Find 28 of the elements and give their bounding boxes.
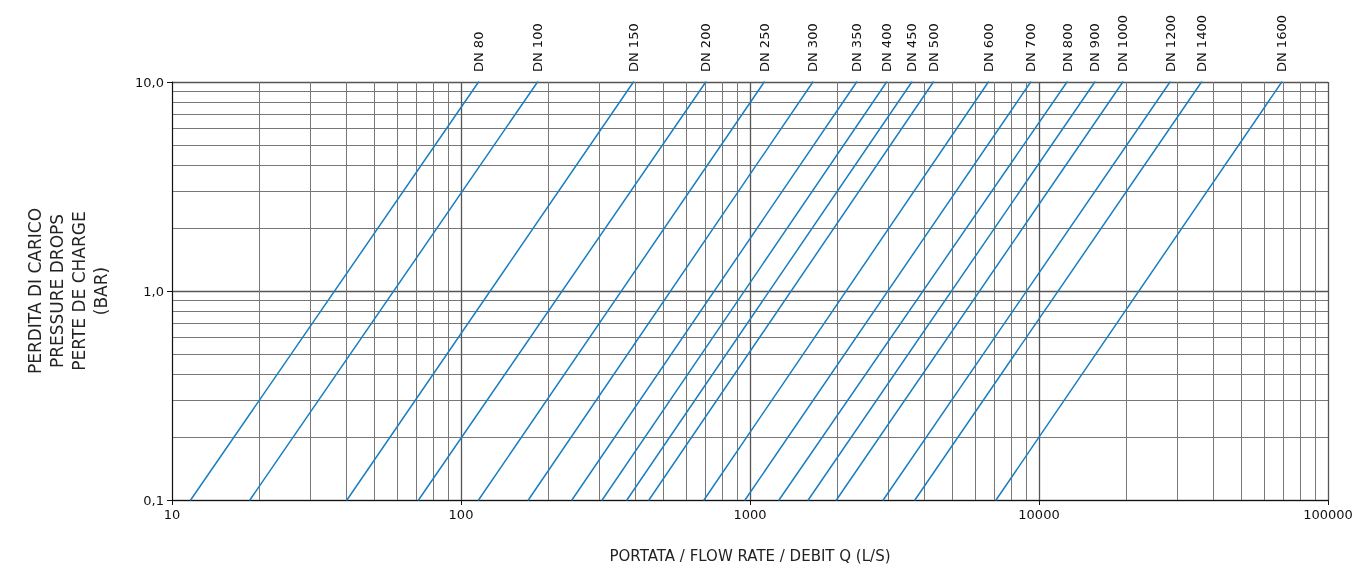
text: DN 250 bbox=[756, 23, 772, 72]
x-tick-label: 100000 bbox=[1303, 507, 1353, 522]
text: DN 900 bbox=[1087, 23, 1103, 72]
text: DN 200 bbox=[698, 23, 714, 72]
y-tick-label: 10,0 bbox=[135, 74, 164, 90]
x-tick-label: 100 bbox=[448, 507, 474, 522]
text: DN 1600 bbox=[1274, 15, 1290, 72]
text: DN 150 bbox=[625, 23, 641, 72]
x-tick-label: 10 bbox=[163, 507, 181, 522]
text: DN 350 bbox=[849, 23, 865, 72]
text: DN 1200 bbox=[1162, 15, 1178, 72]
text: DN 500 bbox=[925, 23, 941, 72]
x-axis-title: PORTATA / FLOW RATE / DEBIT Q (L/S) bbox=[609, 547, 891, 565]
text: DN 1400 bbox=[1194, 15, 1209, 72]
text: DN 450 bbox=[904, 23, 920, 72]
text: DN 600 bbox=[980, 23, 996, 72]
x-tick-label: 10000 bbox=[1018, 507, 1060, 522]
y-tick-label: 1,0 bbox=[143, 283, 164, 299]
x-tick-label: 1000 bbox=[733, 507, 767, 522]
y-tick-label: 0,1 bbox=[143, 492, 164, 508]
text: DN 80 bbox=[471, 31, 487, 72]
text: DN 400 bbox=[879, 23, 895, 72]
text: DN 700 bbox=[1023, 23, 1039, 72]
text: DN 1000 bbox=[1115, 15, 1131, 72]
text: DN 800 bbox=[1059, 23, 1075, 72]
y-axis-title: PERDITA DI CARICO PRESSURE DROPS PERTE DE CHARGE (BAR) bbox=[25, 207, 111, 375]
text: DN 300 bbox=[805, 23, 821, 72]
text: DN 100 bbox=[530, 23, 546, 72]
